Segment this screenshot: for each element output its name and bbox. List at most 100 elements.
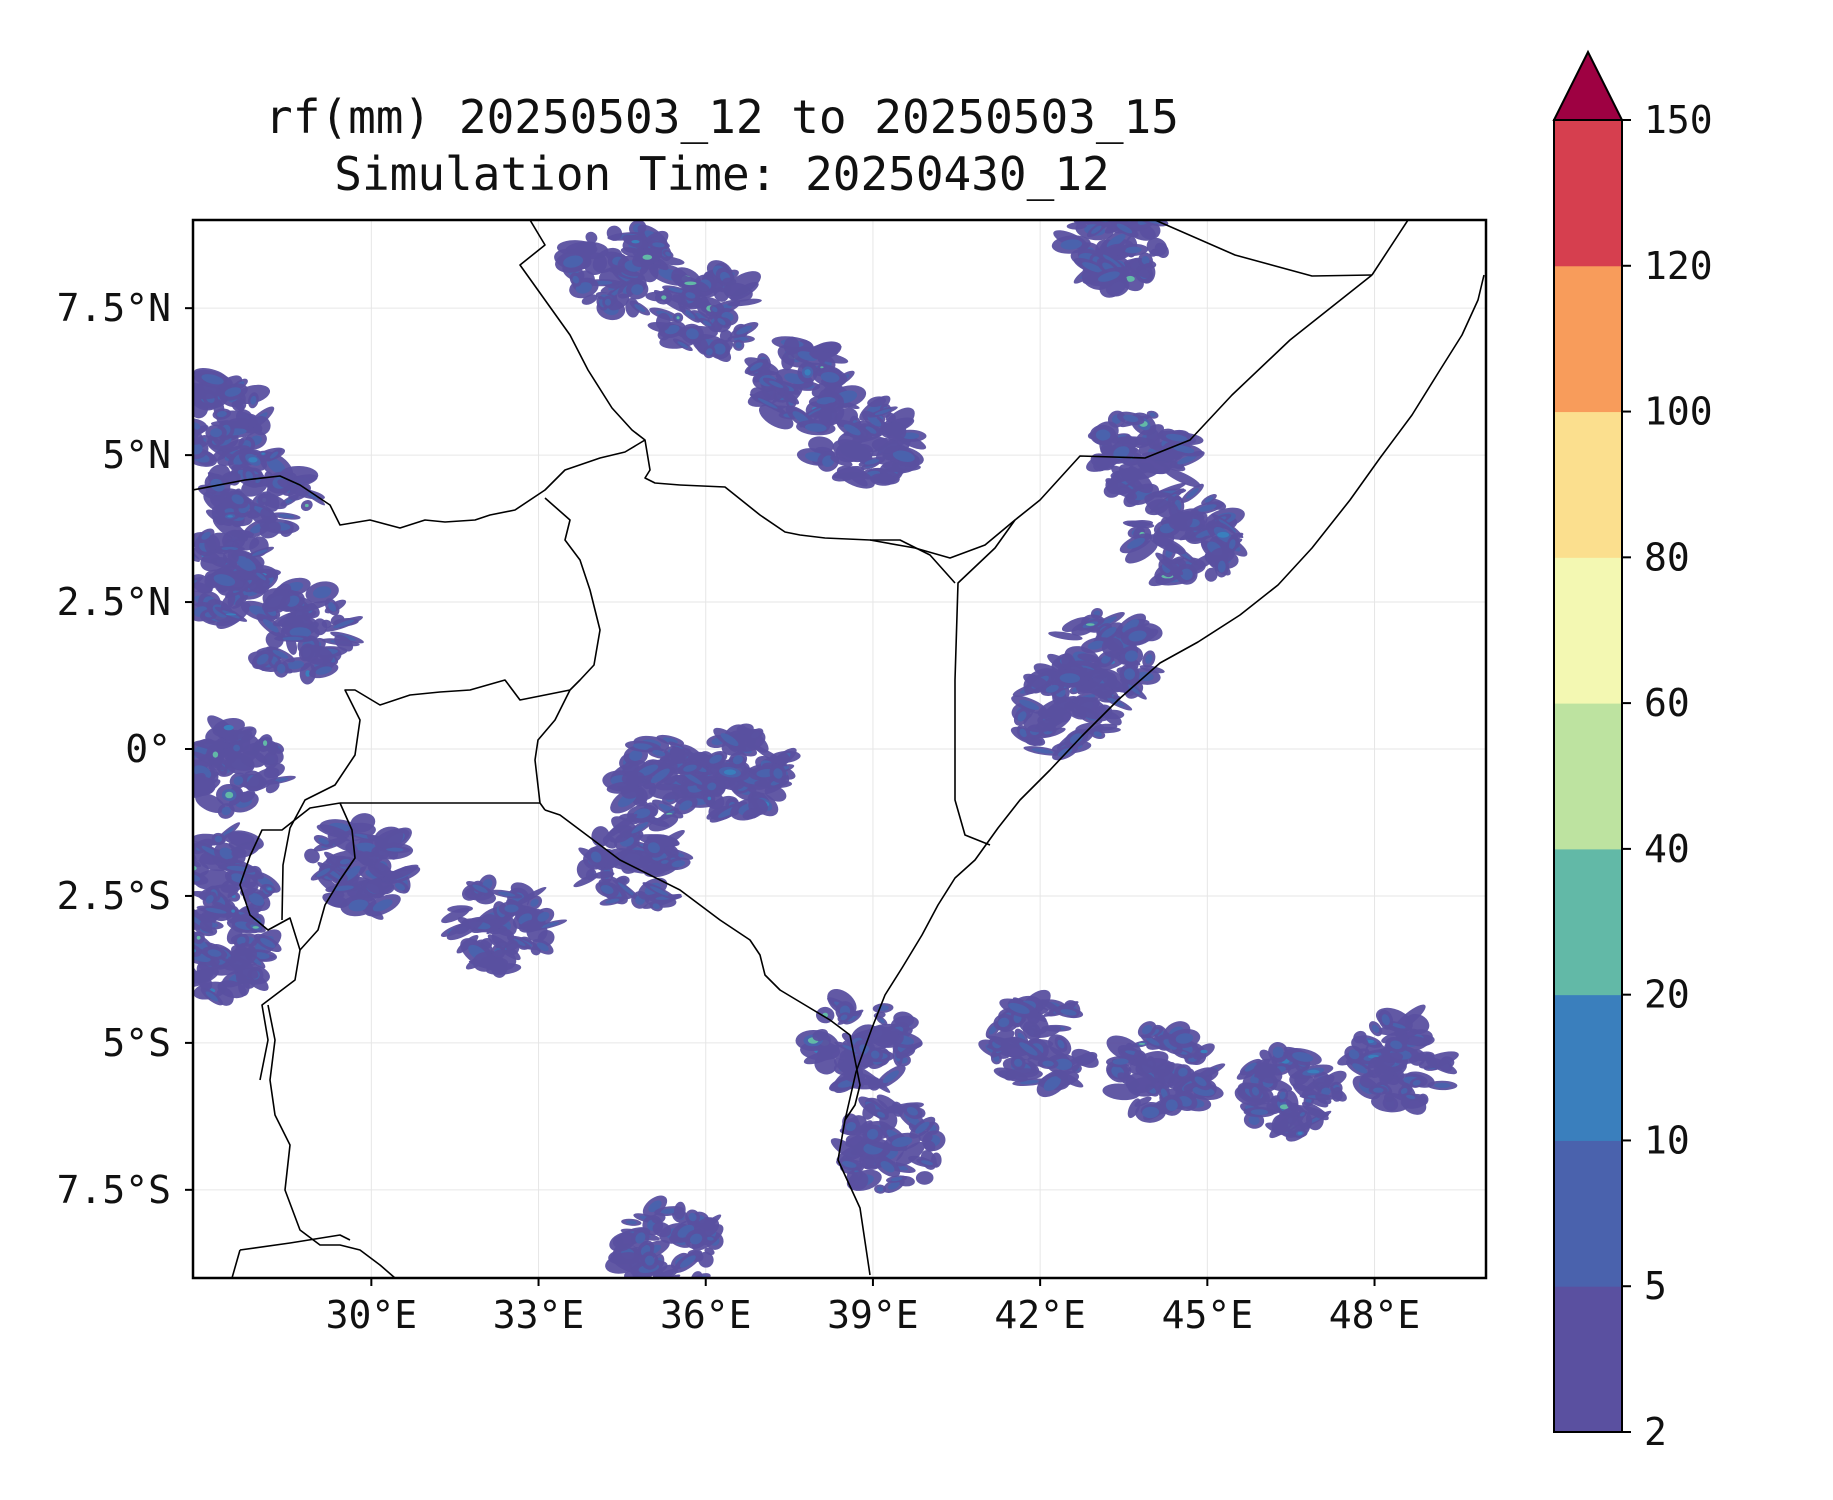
rain-cell xyxy=(704,1247,715,1256)
rain-cell-peak xyxy=(1307,1069,1320,1074)
rain-cell xyxy=(871,437,900,454)
rain-cell-peak xyxy=(1297,1132,1303,1135)
rain-cell-peak xyxy=(804,369,811,376)
rain-cell-core xyxy=(631,284,644,295)
rain-cell-core xyxy=(537,911,550,922)
rain-cell xyxy=(867,396,887,407)
ilemi-triangle xyxy=(544,497,601,691)
rain-cell xyxy=(193,858,209,878)
rain-cell-core xyxy=(1093,731,1102,737)
rain-cell-core xyxy=(497,891,516,897)
rain-cell-core xyxy=(1095,429,1111,441)
rain-cell-core xyxy=(316,868,331,877)
colorbar-bin xyxy=(1554,265,1622,413)
rain-cell-core xyxy=(1122,619,1140,633)
somaliland-border xyxy=(1154,220,1373,277)
south-sudan-ethiopia-border xyxy=(679,484,1016,559)
rain-cell xyxy=(747,387,785,407)
rain-cell-core xyxy=(652,903,660,910)
rain-cell-core xyxy=(328,602,337,612)
tanzania-coast xyxy=(844,1034,861,1121)
x-tick-label: 48°E xyxy=(1329,1293,1421,1337)
rain-cell-core xyxy=(1175,1033,1194,1044)
rain-cell xyxy=(231,841,261,859)
colorbar-extend-max-arrow xyxy=(1552,49,1624,121)
rain-cell-core xyxy=(709,754,723,764)
rain-cell-core xyxy=(272,649,289,659)
rain-cell-core xyxy=(333,885,354,891)
rain-cell xyxy=(897,1041,923,1058)
rain-cell-peak xyxy=(248,457,258,463)
rain-cell-core xyxy=(193,873,201,882)
rain-cell-core xyxy=(1292,1052,1314,1062)
longitude-axis: 30°E 33°E 36°E 39°E 42°E 45°E 48°E xyxy=(326,1278,1421,1337)
rain-cell-core xyxy=(720,733,739,747)
sudan-ethiopia-border xyxy=(519,220,681,486)
rain-cell-core xyxy=(201,531,211,540)
rain-cell xyxy=(1065,666,1107,679)
map-plot-area xyxy=(168,199,1488,1280)
colorbar-outline xyxy=(1553,119,1623,1433)
rain-cell xyxy=(1092,199,1111,221)
rain-cell-peak xyxy=(263,740,268,746)
colorbar-bin xyxy=(1554,120,1622,267)
rain-cell-core xyxy=(1091,225,1102,234)
rain-cell-core xyxy=(1145,654,1153,664)
rain-cell xyxy=(1151,1061,1175,1075)
rain-cell-core xyxy=(1102,254,1122,269)
rain-cell-core xyxy=(313,586,332,599)
rain-cell-core xyxy=(1060,239,1083,250)
rain-cell xyxy=(830,1138,865,1163)
rain-cell xyxy=(1064,702,1087,720)
rain-cell-core xyxy=(662,737,678,744)
rain-cell xyxy=(231,401,245,413)
rain-cell xyxy=(1119,464,1154,494)
rain-cell xyxy=(1137,269,1153,279)
rain-cell-core xyxy=(1057,1039,1065,1049)
rain-cell-core xyxy=(732,755,743,765)
rain-cell-core xyxy=(773,768,783,779)
rain-cell-core xyxy=(735,342,742,349)
rain-cell xyxy=(609,1231,637,1252)
rain-cell-core xyxy=(1146,1037,1160,1046)
rain-cell xyxy=(852,443,874,461)
rain-cell xyxy=(214,748,254,771)
rain-cell xyxy=(239,734,260,756)
rain-cell xyxy=(870,473,896,486)
rain-cell-core xyxy=(179,848,190,861)
rain-cell-core xyxy=(915,1121,930,1134)
rain-cell-core xyxy=(706,348,713,356)
rain-cell-core xyxy=(269,451,279,459)
rain-cell xyxy=(230,529,254,538)
rain-cell xyxy=(1148,534,1186,555)
rain-cell xyxy=(168,397,190,417)
x-tick-label: 33°E xyxy=(493,1293,585,1337)
colorbar-tick-label: 10 xyxy=(1644,1118,1690,1162)
rain-cell-core xyxy=(172,437,185,445)
rain-cell-core xyxy=(1299,1112,1305,1117)
rain-cell xyxy=(179,418,193,431)
djibouti-border xyxy=(1371,220,1409,276)
rain-cell xyxy=(173,891,189,905)
rain-cell xyxy=(1168,512,1193,531)
rain-cell-core xyxy=(1173,445,1195,454)
rain-cell-core xyxy=(1123,668,1136,680)
rain-cell xyxy=(1077,653,1100,662)
colorbar-bin xyxy=(1554,411,1622,558)
rain-cell xyxy=(648,783,690,800)
rain-cell-core xyxy=(874,408,892,416)
rain-cell xyxy=(778,752,790,764)
rain-cell xyxy=(171,971,194,989)
rain-cell-core xyxy=(685,292,696,299)
rain-cell-core xyxy=(749,362,763,371)
rain-cell xyxy=(1382,1052,1404,1063)
rain-cell xyxy=(366,878,395,895)
rain-cell-peak xyxy=(304,503,309,508)
rain-cell-core xyxy=(315,666,332,675)
rain-cell-core xyxy=(245,471,254,481)
rain-cell-core xyxy=(683,764,697,772)
rain-cell-core xyxy=(888,1181,900,1190)
rain-cell xyxy=(260,507,272,521)
rain-cell-core xyxy=(233,744,241,752)
figure-title-line2: Simulation Time: 20250430_12 xyxy=(334,147,1109,201)
